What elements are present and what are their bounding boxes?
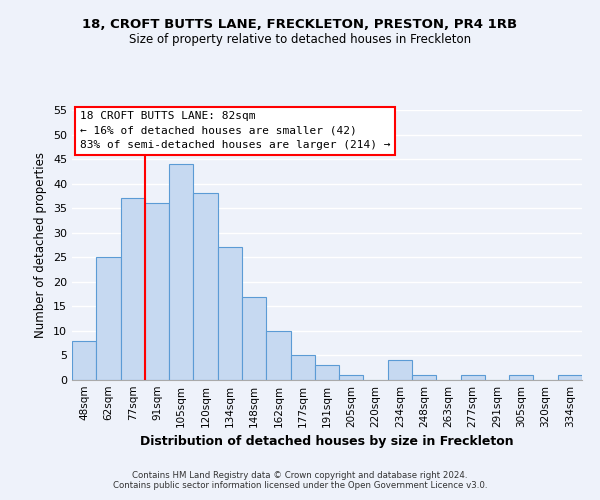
Bar	[339, 375, 364, 380]
Bar	[412, 375, 436, 380]
Bar	[193, 194, 218, 380]
Bar	[218, 248, 242, 380]
Text: 18 CROFT BUTTS LANE: 82sqm
← 16% of detached houses are smaller (42)
83% of semi: 18 CROFT BUTTS LANE: 82sqm ← 16% of deta…	[80, 112, 390, 150]
Text: Contains public sector information licensed under the Open Government Licence v3: Contains public sector information licen…	[113, 481, 487, 490]
Bar	[509, 375, 533, 380]
Bar	[558, 375, 582, 380]
Bar	[290, 356, 315, 380]
Bar	[388, 360, 412, 380]
Bar	[72, 340, 96, 380]
Text: 18, CROFT BUTTS LANE, FRECKLETON, PRESTON, PR4 1RB: 18, CROFT BUTTS LANE, FRECKLETON, PRESTO…	[82, 18, 518, 30]
Bar	[96, 258, 121, 380]
Bar	[461, 375, 485, 380]
Bar	[121, 198, 145, 380]
Text: Size of property relative to detached houses in Freckleton: Size of property relative to detached ho…	[129, 32, 471, 46]
Bar	[145, 204, 169, 380]
Bar	[315, 366, 339, 380]
Text: Contains HM Land Registry data © Crown copyright and database right 2024.: Contains HM Land Registry data © Crown c…	[132, 471, 468, 480]
Bar	[266, 331, 290, 380]
X-axis label: Distribution of detached houses by size in Freckleton: Distribution of detached houses by size …	[140, 436, 514, 448]
Bar	[242, 296, 266, 380]
Y-axis label: Number of detached properties: Number of detached properties	[34, 152, 47, 338]
Bar	[169, 164, 193, 380]
